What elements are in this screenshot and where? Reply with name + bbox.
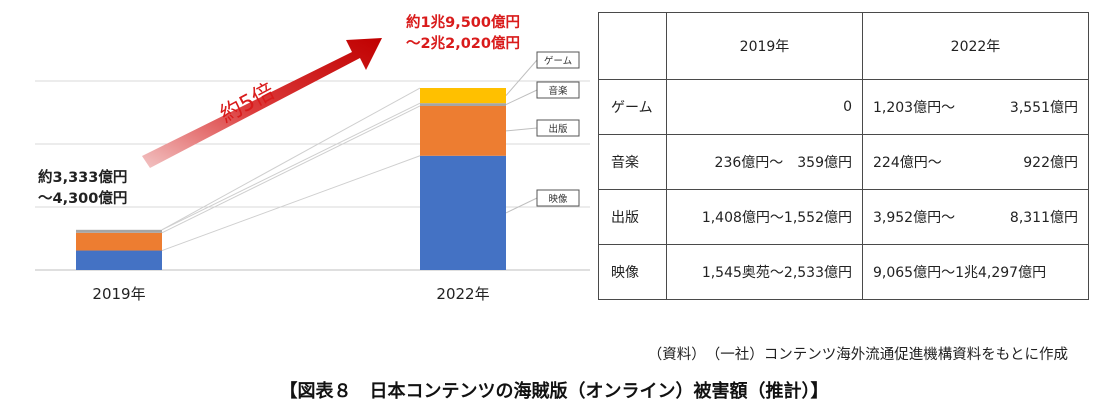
table-row-publishing: 出版 1,408億円～1,552億円 3,952億円～ 8,311億円 <box>598 189 1089 245</box>
connector-lines <box>161 59 538 252</box>
connector-出版 <box>161 105 421 234</box>
cell-range-high: 922億円 <box>1023 155 1078 171</box>
table-row-music: 音楽 236億円～ 359億円 224億円～ 922億円 <box>598 134 1089 190</box>
bar-segment-1-出版 <box>420 105 506 156</box>
cell-range-low: 3,952億円～ <box>873 210 956 226</box>
connector-映像 <box>161 155 421 252</box>
bars <box>76 88 506 270</box>
table-header-row: 2019年 2022年 <box>598 12 1089 80</box>
table-header-blank <box>598 12 667 80</box>
growth-arrow <box>142 38 382 168</box>
table-header-2022: 2022年 <box>862 12 1089 80</box>
bar-segment-0-音楽 <box>76 229 162 233</box>
annotation-2019-line2: ～4,300億円 <box>38 189 127 207</box>
cell-range: 9,065億円～1兆4,297億円 <box>873 265 1047 281</box>
figure-caption: 【図表８ 日本コンテンツの海賊版（オンライン）被害額（推計）】 <box>279 381 829 402</box>
x-tick-label-2019: 2019年 <box>92 285 145 303</box>
legend-box-音楽 <box>536 81 580 99</box>
cell-range-low: 1,203億円～ <box>873 100 956 116</box>
legend-box-映像 <box>536 189 580 207</box>
cell-range-high: 3,551億円 <box>1009 100 1078 116</box>
cell-range-low: 224億円～ <box>873 155 942 171</box>
bar-segment-1-ゲーム <box>420 88 506 104</box>
cell-2019: 236億円～ 359億円 <box>666 134 863 190</box>
annotation-2019-line1: 約3,333億円 <box>38 168 127 186</box>
legend-box-出版 <box>536 119 580 137</box>
cell-2019: 1,545奥苑～2,533億円 <box>666 244 863 300</box>
legend-leader <box>505 59 538 96</box>
cell-range-high: 359億円 <box>797 155 852 171</box>
row-label: ゲーム <box>598 79 667 135</box>
bar-segment-0-映像 <box>76 250 162 270</box>
bar-segment-0-出版 <box>76 232 162 251</box>
legend-label-音楽: 音楽 <box>548 85 568 97</box>
legend-leader <box>505 127 538 132</box>
row-label: 出版 <box>598 189 667 245</box>
cell-range-low: 236億円～ <box>714 155 784 171</box>
connector-ゲーム <box>161 87 421 231</box>
legend-label-映像: 映像 <box>548 193 568 205</box>
bar-segment-1-音楽 <box>420 103 506 106</box>
source-note: （資料） （一社）コンテンツ海外流通促進機構資料をもとに作成 <box>647 347 1068 363</box>
damage-table: 2019年 2022年 ゲーム 0 1,203億円～ 3,551億円 音楽 <box>598 12 1089 300</box>
cell-2019: 1,408億円～1,552億円 <box>666 189 863 245</box>
legend-leader <box>505 89 538 106</box>
row-label: 音楽 <box>598 134 667 190</box>
connector-音楽 <box>161 102 421 231</box>
table-row-video: 映像 1,545奥苑～2,533億円 9,065億円～1兆4,297億円 <box>598 244 1089 300</box>
cell-2022: 224億円～ 922億円 <box>862 134 1089 190</box>
cell-2022: 3,952億円～ 8,311億円 <box>862 189 1089 245</box>
legend-label-出版: 出版 <box>548 123 568 135</box>
table-row-game: ゲーム 0 1,203億円～ 3,551億円 <box>598 79 1089 135</box>
cell-2019: 0 <box>666 79 863 135</box>
table-header-2019: 2019年 <box>666 12 863 80</box>
x-tick-label-2022: 2022年 <box>436 285 489 303</box>
legend-label-ゲーム: ゲーム <box>544 55 572 67</box>
legend-leader <box>505 197 538 214</box>
bar-segment-1-映像 <box>420 155 506 270</box>
legend-box-ゲーム <box>536 51 580 69</box>
cell-2022: 1,203億円～ 3,551億円 <box>862 79 1089 135</box>
arrow-label: 約5倍 <box>216 79 279 128</box>
cell-range-high: 8,311億円 <box>1009 210 1078 226</box>
damage-table-wrapper: 2019年 2022年 ゲーム 0 1,203億円～ 3,551億円 音楽 <box>598 12 1089 300</box>
annotation-2022-line1: 約1兆9,500億円 <box>406 13 520 31</box>
row-label: 映像 <box>598 244 667 300</box>
cell-2022: 9,065億円～1兆4,297億円 <box>862 244 1089 300</box>
annotation-2022-line2: ～2兆2,020億円 <box>406 34 520 52</box>
